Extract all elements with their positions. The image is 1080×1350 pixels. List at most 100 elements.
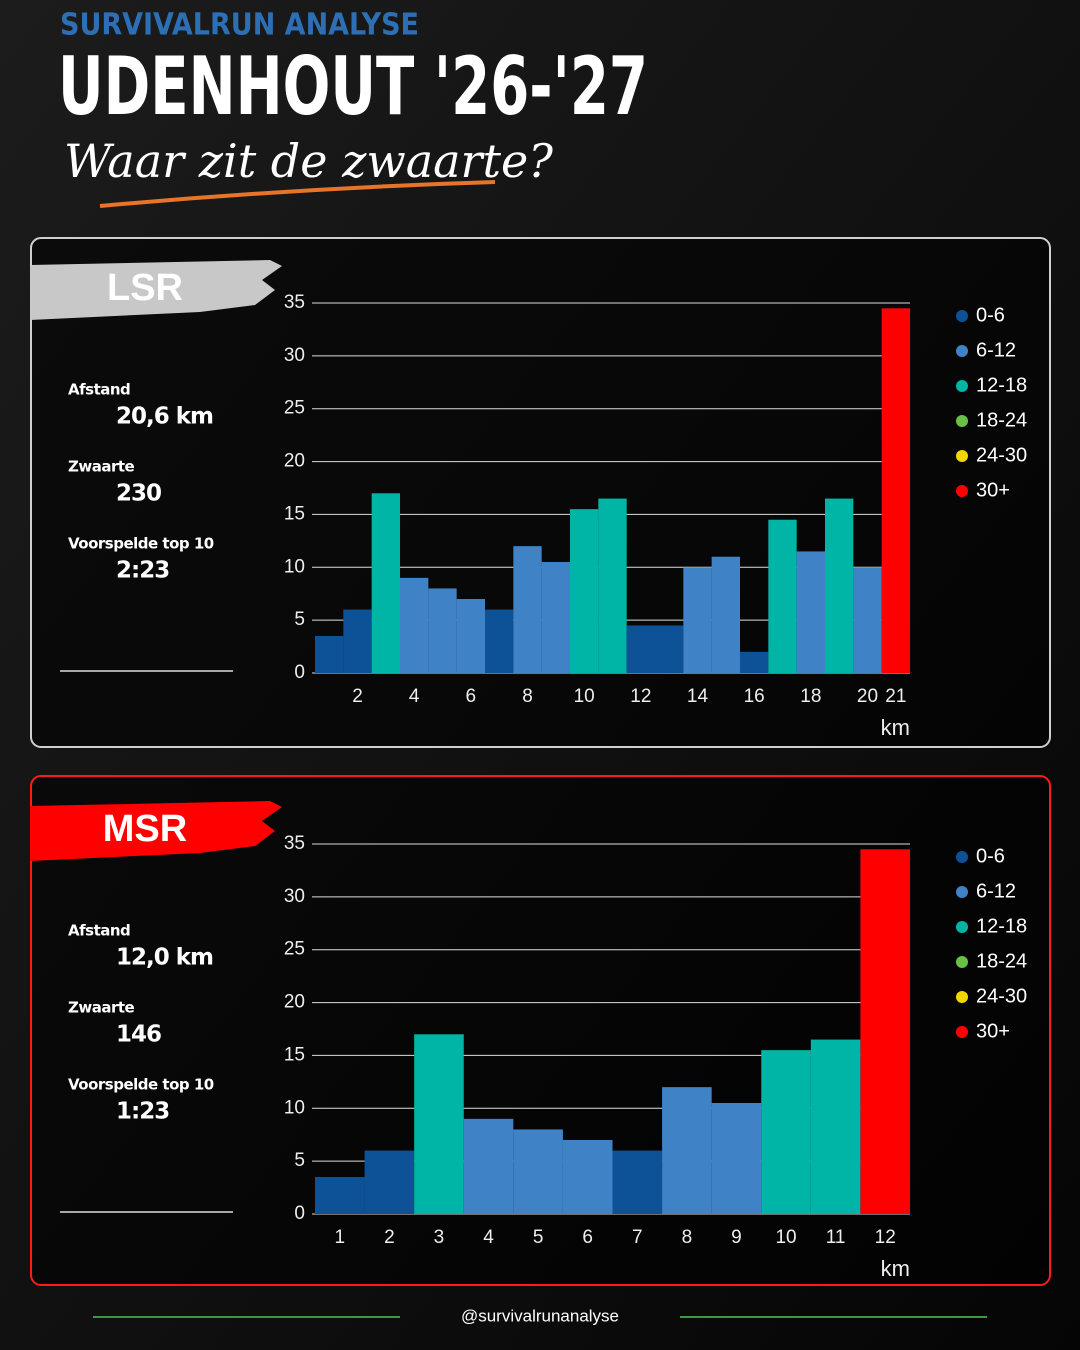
y-tick-label: 5	[294, 1150, 305, 1171]
y-tick-label: 0	[294, 662, 305, 683]
bar	[513, 1129, 563, 1214]
x-tick-label: 3	[434, 1227, 445, 1248]
legend-label: 24-30	[976, 444, 1027, 466]
x-tick-label: 5	[533, 1227, 544, 1248]
x-tick-label: 20	[857, 686, 878, 707]
stat-value: 230	[116, 481, 161, 507]
stat-label: Zwaarte	[68, 458, 135, 476]
legend-swatch	[956, 886, 968, 898]
bar	[626, 625, 655, 673]
bar	[612, 1150, 663, 1214]
x-tick-label: 8	[682, 1227, 693, 1248]
bar	[740, 651, 769, 673]
legend-label: 0-6	[976, 845, 1005, 867]
x-tick-label: 7	[632, 1227, 643, 1248]
bar	[881, 308, 910, 673]
y-tick-label: 10	[284, 556, 305, 577]
y-tick-label: 20	[284, 992, 305, 1013]
x-tick-label: 18	[800, 686, 821, 707]
legend-swatch	[956, 956, 968, 968]
y-tick-label: 15	[284, 503, 305, 524]
bar	[761, 1050, 811, 1214]
legend-label: 30+	[976, 479, 1010, 501]
stat-label: Voorspelde top 10	[68, 535, 214, 553]
y-tick-label: 30	[284, 886, 305, 907]
x-tick-label: 11	[826, 1227, 846, 1248]
bar	[456, 599, 485, 673]
y-tick-label: 5	[294, 609, 305, 630]
badge-label: MSR	[103, 808, 187, 850]
legend-label: 12-18	[976, 374, 1027, 396]
bar	[570, 509, 599, 673]
legend-label: 6-12	[976, 339, 1016, 361]
stat-label: Zwaarte	[68, 999, 135, 1017]
legend-swatch	[956, 921, 968, 933]
y-tick-label: 25	[284, 939, 305, 960]
legend-swatch	[956, 380, 968, 392]
bar	[825, 498, 854, 673]
bar	[414, 1034, 464, 1214]
x-tick-label: 10	[775, 1227, 796, 1248]
legend-swatch	[956, 1026, 968, 1038]
legend-label: 18-24	[976, 950, 1027, 972]
stat-value: 2:23	[116, 558, 169, 584]
legend-label: 12-18	[976, 915, 1027, 937]
legend-swatch	[956, 345, 968, 357]
bar	[655, 625, 684, 673]
badge	[30, 801, 282, 861]
badge	[30, 260, 282, 320]
legend-swatch	[956, 485, 968, 497]
x-tick-label: 1	[335, 1227, 346, 1248]
x-tick-label: 21	[885, 686, 906, 707]
x-tick-label: 4	[483, 1227, 494, 1248]
legend-label: 6-12	[976, 880, 1016, 902]
bar	[343, 609, 372, 673]
bar	[364, 1150, 415, 1214]
legend-swatch	[956, 450, 968, 462]
stat-value: 20,6 km	[116, 404, 213, 430]
y-tick-label: 25	[284, 398, 305, 419]
bar	[513, 546, 542, 673]
bar	[683, 567, 712, 673]
bar	[463, 1118, 514, 1214]
bar	[810, 1039, 861, 1214]
x-tick-label: 12	[875, 1227, 896, 1248]
stat-value: 146	[116, 1022, 161, 1048]
x-tick-label: 12	[630, 686, 651, 707]
y-tick-label: 15	[284, 1044, 305, 1065]
bar	[485, 609, 514, 673]
stat-label: Afstand	[68, 922, 130, 940]
legend-swatch	[956, 310, 968, 322]
y-tick-label: 30	[284, 345, 305, 366]
x-tick-label: 10	[574, 686, 595, 707]
x-tick-label: 2	[384, 1227, 395, 1248]
bar	[853, 567, 882, 673]
footer: @survivalrunanalyse	[461, 1306, 619, 1325]
bar	[400, 577, 429, 673]
bar	[598, 498, 627, 673]
y-tick-label: 20	[284, 451, 305, 472]
x-tick-label: 6	[466, 686, 477, 707]
legend-swatch	[956, 415, 968, 427]
bar	[562, 1140, 613, 1214]
x-tick-label: 16	[744, 686, 765, 707]
badge-label: LSR	[107, 267, 183, 309]
x-tick-label: 2	[352, 686, 363, 707]
bar	[315, 1177, 365, 1214]
bar	[768, 519, 797, 673]
legend-label: 18-24	[976, 409, 1027, 431]
bar	[711, 1103, 762, 1214]
bar	[860, 849, 910, 1214]
stat-value: 12,0 km	[116, 945, 213, 971]
legend-label: 30+	[976, 1020, 1010, 1042]
y-tick-label: 0	[294, 1203, 305, 1224]
legend-label: 0-6	[976, 304, 1005, 326]
x-tick-label: 9	[731, 1227, 742, 1248]
y-tick-label: 10	[284, 1097, 305, 1118]
bar	[371, 493, 400, 673]
stat-label: Voorspelde top 10	[68, 1076, 214, 1094]
stat-label: Afstand	[68, 381, 130, 399]
y-tick-label: 35	[284, 833, 305, 854]
kicker: SURVIVALRUN ANALYSE	[60, 8, 419, 43]
